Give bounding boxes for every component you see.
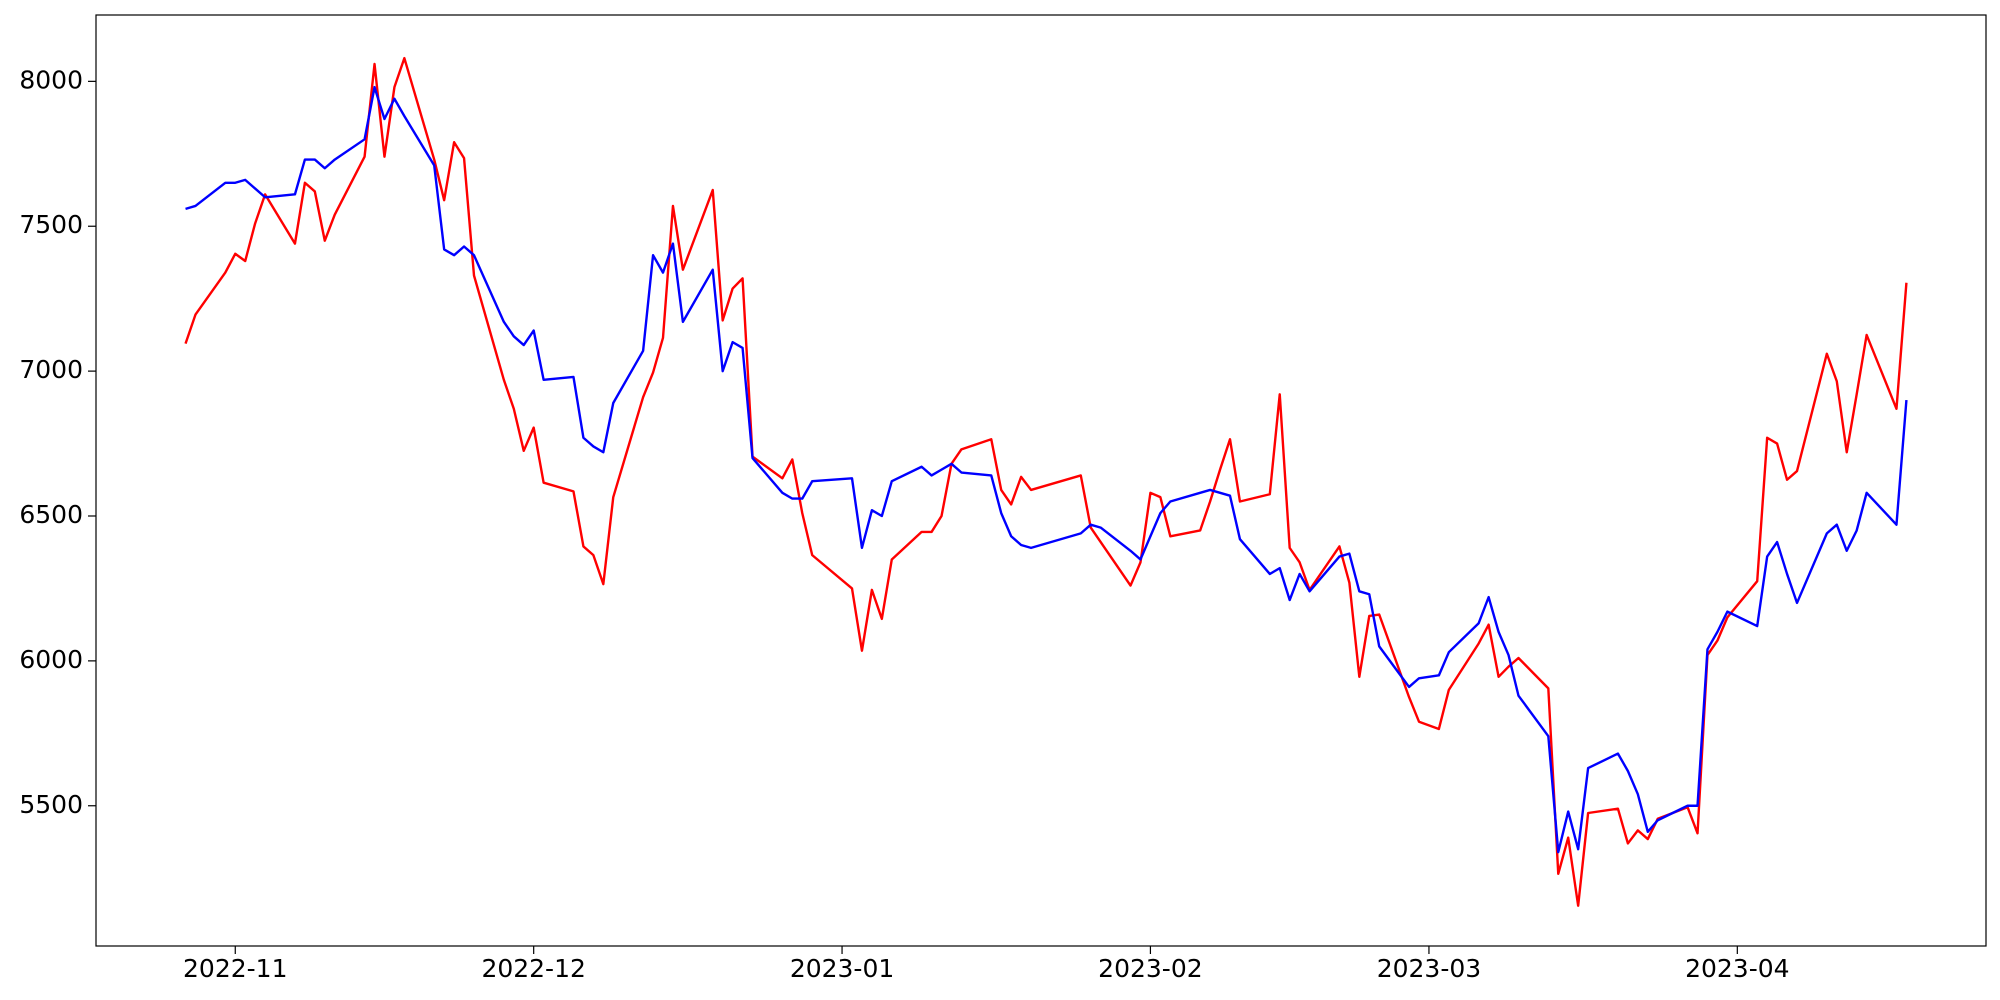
- y-tick-label: 5500: [19, 790, 83, 819]
- series-line: [184, 56, 1908, 907]
- y-tick-label: 7000: [19, 355, 83, 384]
- series-line: [185, 85, 1908, 854]
- y-tick-label: 7500: [19, 210, 83, 239]
- x-tick-label: 2023-01: [790, 954, 894, 983]
- y-tick-label: 6000: [19, 645, 83, 674]
- y-tick-label: 8000: [19, 65, 83, 94]
- plot-frame: [95, 14, 1987, 947]
- x-tick-label: 2023-04: [1685, 954, 1789, 983]
- x-tick-label: 2022-11: [183, 954, 287, 983]
- y-tick-label: 6500: [19, 500, 83, 529]
- x-tick-label: 2022-12: [481, 954, 585, 983]
- x-tick-label: 2023-02: [1098, 954, 1202, 983]
- x-tick-label: 2023-03: [1377, 954, 1481, 983]
